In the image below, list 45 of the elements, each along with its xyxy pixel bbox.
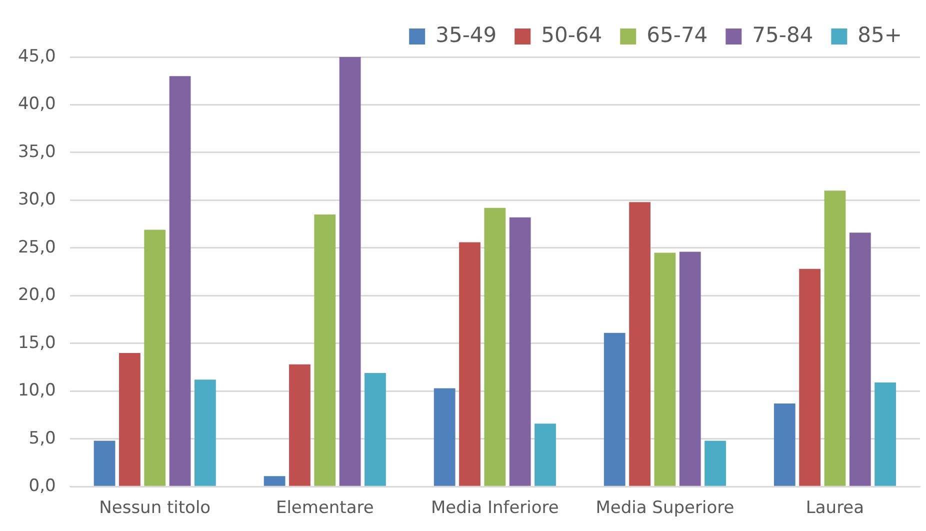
y-tick-label: 20,0	[18, 285, 56, 306]
y-tick-label: 5,0	[28, 428, 56, 448]
bar	[629, 202, 650, 486]
x-tick-label: Elementare	[276, 498, 374, 518]
bar	[654, 252, 676, 486]
bar	[849, 232, 871, 486]
bar	[264, 476, 286, 486]
legend-label: 75-84	[752, 22, 814, 47]
bar	[824, 190, 846, 486]
y-tick-label: 40,0	[18, 94, 56, 114]
x-tick-label: Nessun titolo	[99, 498, 211, 518]
bar	[339, 57, 361, 486]
legend-label: 85+	[858, 22, 902, 47]
legend-label: 50-64	[541, 22, 602, 47]
bar	[774, 404, 796, 486]
bar	[509, 217, 531, 486]
bar	[604, 332, 626, 486]
y-tick-label: 15,0	[18, 332, 56, 353]
x-tick-label: Media Inferiore	[430, 498, 559, 518]
y-tick-label: 45,0	[18, 46, 56, 66]
y-tick-label: 0,0	[28, 476, 56, 496]
bar	[799, 268, 821, 486]
bar	[169, 76, 191, 486]
bar	[434, 388, 456, 486]
bar	[144, 230, 166, 486]
bar	[679, 252, 701, 486]
bar	[534, 424, 556, 486]
x-tick-label: Media Superiore	[596, 498, 734, 518]
y-tick-label: 25,0	[18, 237, 56, 258]
legend-label: 65-74	[646, 22, 708, 47]
bar	[459, 242, 480, 486]
bar	[314, 214, 336, 486]
x-tick-label: Laurea	[806, 498, 864, 518]
y-tick-label: 35,0	[18, 142, 56, 162]
bar	[704, 440, 726, 486]
bar	[94, 440, 116, 486]
bar	[484, 208, 506, 486]
y-tick-label: 10,0	[18, 380, 56, 401]
legend-label: 35-49	[436, 22, 497, 47]
bar	[194, 380, 216, 486]
bar	[364, 372, 386, 486]
bar	[119, 352, 140, 486]
y-tick-label: 30,0	[18, 190, 56, 210]
bar	[874, 382, 896, 486]
bar	[289, 364, 310, 486]
